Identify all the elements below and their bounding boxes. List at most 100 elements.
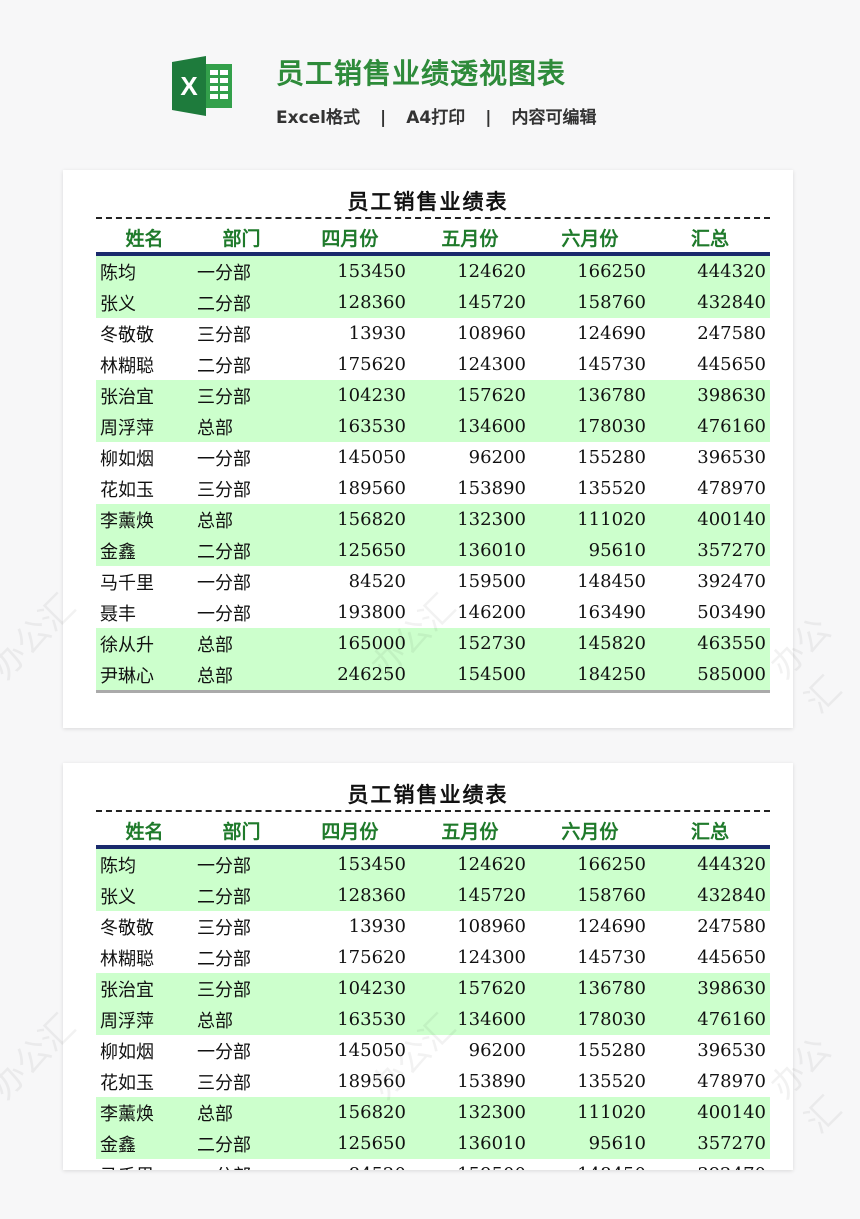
sales-table: 姓名 部门 四月份 五月份 六月份 汇总 陈均 一分部 153450 124620 166250 44…	[96, 815, 770, 1170]
table-cell: 二分部	[192, 287, 290, 318]
table-cell: 152730	[409, 628, 530, 659]
table-cell: 三分部	[192, 973, 290, 1004]
table-cell: 134600	[409, 411, 530, 442]
table-cell: 林糊聪	[100, 355, 154, 377]
table-cell: 124690	[577, 323, 646, 344]
table-cell: 145050	[337, 447, 406, 468]
table-cell: 总部	[192, 1097, 290, 1128]
table-cell: 247580	[697, 323, 766, 344]
table-cell: 184250	[529, 659, 650, 693]
table-cell: 156820	[289, 504, 410, 535]
sheet-title: 员工销售业绩表	[347, 782, 509, 807]
column-header: 四月份	[289, 222, 410, 256]
table-row: 尹琳心 总部 246250 154500 184250 585000	[96, 659, 770, 693]
column-header: 姓名	[96, 222, 193, 256]
column-header: 五月份	[409, 222, 530, 256]
table-cell: 三分部	[196, 324, 251, 346]
table-cell: 二分部	[196, 948, 251, 970]
table-cell: 108960	[457, 323, 526, 344]
table-cell: 432840	[649, 880, 770, 911]
subtitle: Excel格式 | A4打印 | 内容可编辑	[276, 103, 596, 128]
table-cell: 13930	[348, 916, 406, 937]
table-cell: 124620	[409, 847, 530, 880]
table-cell: 聂丰	[100, 603, 136, 625]
table-cell: 246250	[289, 659, 410, 693]
table-cell: 84520	[290, 1159, 410, 1170]
table-cell: 104230	[289, 380, 410, 411]
table-row: 周浮萍 总部 163530 134600 178030 476160	[96, 411, 770, 442]
table-cell: 总部	[192, 1004, 290, 1035]
table-cell: 247580	[697, 916, 766, 937]
feature-print: A4打印	[406, 108, 466, 128]
table-cell: 尹琳心	[96, 659, 193, 693]
table-cell: 135520	[577, 478, 646, 499]
table-cell: 154500	[409, 659, 530, 693]
table-cell: 163530	[289, 1004, 410, 1035]
table-cell: 156820	[289, 1097, 410, 1128]
table-row: 徐从升 总部 165000 152730 145820 463550	[96, 628, 770, 659]
table-cell: 林糊聪	[100, 948, 154, 970]
table-row: 李薰焕 总部 156820 132300 111020 400140	[96, 504, 770, 535]
table-cell: 二分部	[196, 355, 251, 377]
table-cell: 三分部	[196, 917, 251, 939]
feature-editable: 内容可编辑	[511, 108, 597, 128]
sheet-preview-page-1: 员工销售业绩表 姓名 部门 四月份 五月份 六月份 汇总 陈均 一分部 153450 124620 1…	[63, 170, 793, 728]
table-cell: 132300	[409, 1097, 530, 1128]
svg-text:X: X	[180, 71, 198, 101]
table-cell: 163490	[577, 602, 646, 623]
table-row: 金鑫 二分部 125650 136010 95610 357270	[96, 1128, 770, 1159]
table-cell: 155280	[577, 447, 646, 468]
table-cell: 周浮萍	[96, 411, 193, 442]
table-cell: 花如玉	[100, 1072, 154, 1094]
table-cell: 155280	[577, 1040, 646, 1061]
table-cell: 157620	[409, 380, 530, 411]
table-cell: 135520	[577, 1071, 646, 1092]
table-cell: 李薰焕	[96, 504, 193, 535]
table-cell: 585000	[649, 659, 770, 693]
table-row: 陈均 一分部 153450 124620 166250 444320	[96, 254, 770, 287]
table-cell: 357270	[649, 1128, 770, 1159]
table-cell: 一分部	[196, 603, 251, 625]
table-cell: 444320	[649, 254, 770, 287]
table-row: 张治宜 三分部 104230 157620 136780 398630	[96, 973, 770, 1004]
table-cell: 一分部	[196, 572, 251, 594]
table-cell: 13930	[348, 323, 406, 344]
table-cell: 145730	[577, 354, 646, 375]
table-cell: 396530	[697, 447, 766, 468]
table-cell: 153890	[457, 1071, 526, 1092]
table-cell: 163530	[289, 411, 410, 442]
excel-logo-icon: X	[172, 56, 234, 116]
table-cell: 400140	[649, 1097, 770, 1128]
table-cell: 124620	[409, 254, 530, 287]
table-row: 聂丰 一分部 193800 146200 163490 503490	[96, 597, 770, 628]
table-cell: 145050	[337, 1040, 406, 1061]
table-cell: 总部	[192, 628, 290, 659]
table-cell: 392470	[650, 1159, 770, 1170]
table-cell: 478970	[697, 478, 766, 499]
table-cell: 445650	[697, 947, 766, 968]
table-cell: 总部	[192, 411, 290, 442]
table-cell: 徐从升	[96, 628, 193, 659]
table-row: 柳如烟 一分部 145050 96200 155280 396530	[96, 1035, 770, 1066]
table-cell: 153450	[289, 847, 410, 880]
table-cell: 136010	[409, 535, 530, 566]
table-cell: 三分部	[192, 380, 290, 411]
table-cell: 132300	[409, 504, 530, 535]
table-cell: 145720	[409, 287, 530, 318]
table-cell: 花如玉	[100, 479, 154, 501]
table-cell: 444320	[649, 847, 770, 880]
table-cell: 马千里	[100, 572, 154, 594]
table-cell: 189560	[337, 478, 406, 499]
table-cell: 157620	[409, 973, 530, 1004]
table-cell: 158760	[529, 880, 650, 911]
sheet-preview-page-2: 员工销售业绩表 姓名 部门 四月份 五月份 六月份 汇总 陈均 一分部 153450 124620 1…	[63, 763, 793, 1170]
table-cell: 张义	[96, 287, 193, 318]
table-cell: 二分部	[192, 880, 290, 911]
column-header: 姓名	[96, 815, 193, 849]
table-cell: 一分部	[193, 1159, 290, 1171]
table-row: 花如玉 三分部 189560 153890 135520 478970	[96, 473, 770, 504]
table-cell: 111020	[529, 1097, 650, 1128]
table-row: 冬敬敬 三分部 13930 108960 124690 247580	[96, 318, 770, 349]
table-cell: 145820	[529, 628, 650, 659]
